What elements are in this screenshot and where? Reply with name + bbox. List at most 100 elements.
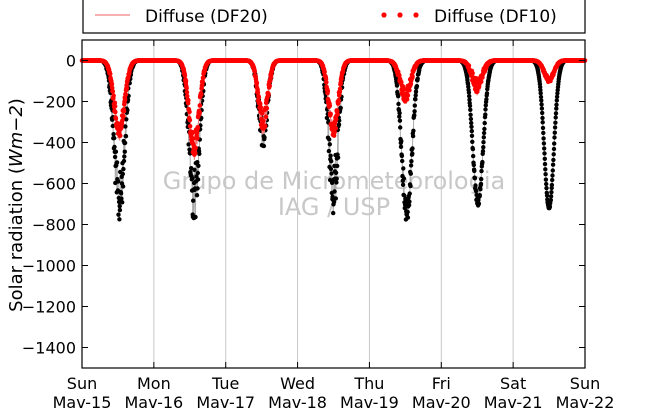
df10-point-883 bbox=[333, 126, 339, 131]
df10-point-1375 bbox=[474, 89, 480, 95]
global-point-509 bbox=[413, 93, 418, 98]
global-point-81 bbox=[124, 117, 129, 122]
legend-marker-df10-b bbox=[397, 12, 403, 18]
df10-point-365 bbox=[184, 89, 190, 95]
global-point-622 bbox=[483, 103, 488, 108]
series-global bbox=[82, 59, 585, 222]
global-point-492 bbox=[408, 171, 413, 176]
global-point-588 bbox=[473, 188, 479, 194]
df10-point-401 bbox=[195, 136, 200, 141]
global-point-685 bbox=[541, 136, 546, 141]
global-point-693 bbox=[543, 177, 549, 182]
df10-point-137 bbox=[119, 125, 124, 131]
global-point-510 bbox=[413, 89, 419, 94]
global-point-676 bbox=[538, 94, 544, 100]
df10-point-649 bbox=[266, 91, 271, 97]
global-point-77 bbox=[122, 140, 128, 146]
df10-point-410 bbox=[197, 103, 203, 108]
global-point-494 bbox=[409, 159, 414, 164]
df10-point-115 bbox=[112, 104, 118, 109]
df10-point-374 bbox=[187, 109, 192, 115]
x-tick-label-day-4: Thu bbox=[353, 374, 384, 393]
global-point-598 bbox=[476, 201, 482, 206]
global-point-683 bbox=[540, 125, 546, 131]
global-point-358 bbox=[328, 166, 334, 172]
x-tick-label-date-6: Mav-21 bbox=[484, 393, 543, 409]
df10-point-116 bbox=[113, 109, 118, 115]
global-point-684 bbox=[541, 130, 546, 136]
global-point-449 bbox=[396, 101, 401, 107]
global-point-728 bbox=[553, 111, 559, 116]
global-point-674 bbox=[538, 87, 543, 93]
global-point-468 bbox=[401, 176, 407, 181]
df10-point-640 bbox=[263, 114, 269, 120]
global-point-40 bbox=[112, 144, 117, 150]
global-point-675 bbox=[538, 91, 543, 96]
df10-point-420 bbox=[200, 79, 205, 85]
global-point-505 bbox=[412, 109, 417, 114]
df10-point-415 bbox=[199, 92, 204, 97]
global-point-486 bbox=[406, 202, 412, 208]
global-point-681 bbox=[540, 115, 545, 121]
df10-point-903 bbox=[339, 76, 344, 82]
global-point-179 bbox=[195, 160, 200, 165]
global-point-697 bbox=[544, 193, 550, 198]
y-tick-label-6: −1200 bbox=[22, 298, 76, 317]
global-point-54 bbox=[116, 212, 121, 217]
global-point-580 bbox=[471, 162, 476, 168]
df10-point-608 bbox=[254, 80, 260, 86]
global-point-64 bbox=[119, 196, 124, 201]
global-point-565 bbox=[467, 97, 472, 103]
df10-point-1389 bbox=[478, 79, 484, 85]
df10-point-370 bbox=[186, 98, 191, 103]
global-point-488 bbox=[407, 191, 412, 196]
global-point-359 bbox=[329, 159, 334, 164]
global-point-272 bbox=[261, 143, 267, 149]
df10-point-893 bbox=[336, 98, 342, 103]
global-point-575 bbox=[470, 139, 475, 144]
df10-point-144 bbox=[121, 113, 126, 119]
global-point-568 bbox=[468, 107, 473, 113]
global-point-513 bbox=[414, 84, 420, 89]
df10-point-862 bbox=[327, 103, 333, 109]
global-point-57 bbox=[117, 217, 122, 222]
x-tick-label-date-4: Mav-19 bbox=[340, 393, 399, 409]
global-point-482 bbox=[405, 215, 411, 220]
global-point-626 bbox=[484, 91, 490, 96]
global-point-498 bbox=[410, 146, 415, 151]
global-point-605 bbox=[478, 181, 484, 187]
df10-point-601 bbox=[252, 68, 257, 74]
global-point-453 bbox=[397, 110, 402, 116]
df10-point-366 bbox=[184, 93, 190, 99]
global-point-732 bbox=[554, 94, 560, 100]
global-point-692 bbox=[543, 172, 548, 177]
global-point-678 bbox=[539, 102, 544, 107]
global-point-578 bbox=[471, 153, 476, 159]
global-point-70 bbox=[120, 184, 126, 189]
y-tick-label-4: −800 bbox=[32, 216, 76, 235]
axis-ticks: SunMav-15MonMav-16TueMav-17WedMav-18ThuM… bbox=[22, 40, 614, 409]
global-point-63 bbox=[118, 191, 124, 196]
df10-point-375 bbox=[187, 117, 193, 123]
x-tick-label-date-2: Mav-17 bbox=[196, 393, 255, 409]
df10-point-156 bbox=[124, 86, 130, 91]
global-point-733 bbox=[555, 91, 560, 96]
global-point-501 bbox=[411, 128, 416, 133]
df10-point-146 bbox=[121, 108, 127, 114]
global-point-726 bbox=[553, 120, 558, 125]
global-point-34 bbox=[110, 123, 116, 129]
global-point-274 bbox=[262, 135, 267, 140]
global-point-78 bbox=[123, 124, 128, 129]
global-point-182 bbox=[195, 177, 201, 182]
global-point-378 bbox=[334, 176, 339, 181]
df10-point-889 bbox=[335, 111, 340, 117]
df10-point-849 bbox=[323, 76, 329, 82]
global-point-386 bbox=[336, 122, 342, 127]
global-point-689 bbox=[542, 156, 547, 161]
global-point-614 bbox=[481, 140, 486, 145]
global-point-624 bbox=[484, 97, 489, 102]
df10-point-376 bbox=[187, 123, 193, 129]
global-point-178 bbox=[194, 193, 200, 198]
global-point-497 bbox=[410, 151, 415, 156]
